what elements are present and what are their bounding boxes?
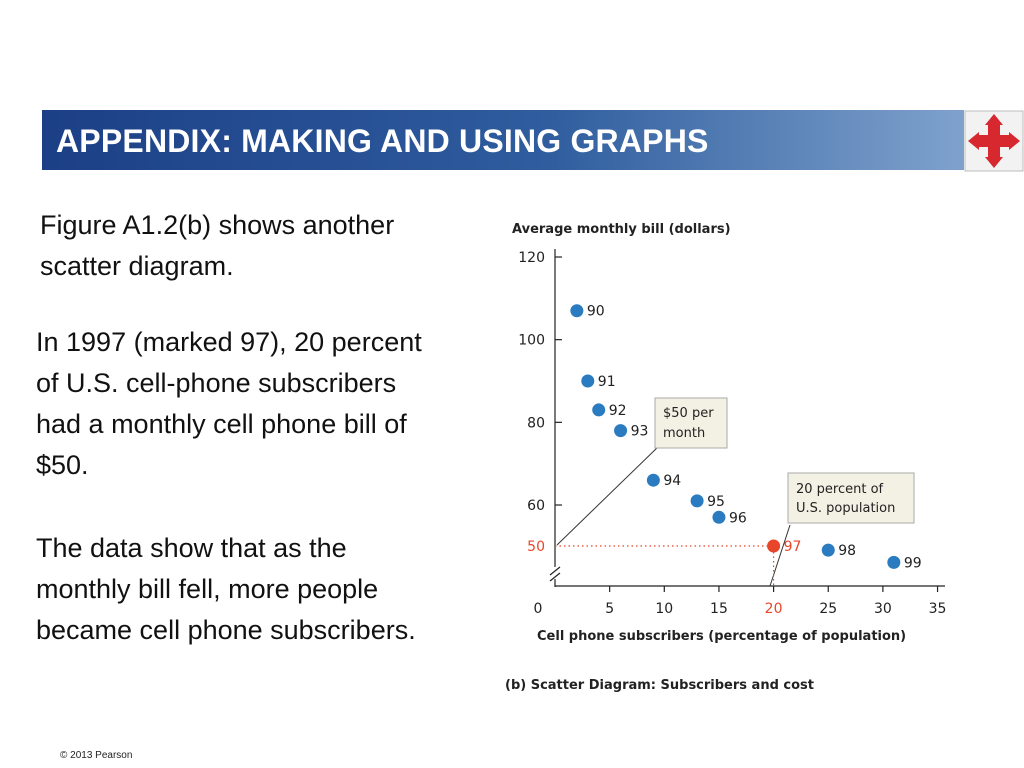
data-point-label-94: 94 (663, 473, 681, 489)
x-tick-label: 10 (655, 601, 673, 617)
annotation-20-percent-line2: U.S. population (796, 501, 895, 516)
x-tick-label: 0 (534, 601, 543, 617)
y-tick-label: 120 (518, 250, 545, 266)
y-tick-label: 100 (518, 333, 545, 349)
data-point-label-99: 99 (904, 555, 922, 571)
annotation-box-50-per-month (654, 397, 728, 449)
data-point-92 (592, 403, 606, 417)
data-point-96 (712, 510, 726, 524)
y-tick-label: 50 (527, 539, 545, 555)
data-point-97 (767, 539, 781, 553)
x-tick-label: 20 (765, 601, 783, 617)
slide-title: APPENDIX: MAKING AND USING GRAPHS (56, 123, 709, 159)
annotation-leader-50-per-month (556, 444, 661, 546)
x-tick-label: 15 (710, 601, 728, 617)
data-point-label-91: 91 (598, 374, 616, 390)
data-point-90 (570, 304, 584, 318)
example-paragraph: In 1997 (marked 97), 20 percent of U.S. … (36, 327, 422, 480)
data-point-98 (821, 543, 835, 557)
data-point-label-92: 92 (609, 403, 627, 419)
data-point-99 (887, 555, 901, 569)
data-point-94 (646, 473, 660, 487)
data-point-label-97: 97 (784, 539, 802, 555)
data-point-label-90: 90 (587, 304, 605, 320)
data-point-91 (581, 374, 595, 388)
x-tick-label: 5 (605, 601, 614, 617)
title-banner: APPENDIX: MAKING AND USING GRAPHS (42, 110, 964, 170)
data-point-label-98: 98 (838, 543, 856, 559)
data-point-label-95: 95 (707, 494, 725, 510)
conclusion-paragraph: The data show that as the monthly bill f… (36, 533, 416, 645)
annotation-box-20-percent (787, 472, 915, 524)
annotation-20-percent-line1: 20 percent of (796, 482, 884, 497)
data-point-label-96: 96 (729, 510, 747, 526)
annotation-50-per-month-line2: month (663, 426, 705, 441)
x-tick-label: 25 (819, 601, 837, 617)
scatter-diagram: Average monthly bill (dollars) $50 per m… (505, 222, 947, 693)
y-axis-break (549, 566, 561, 582)
x-tick-group: 0 5 10 15 20 25 30 35 (534, 586, 947, 617)
y-tick-label: 80 (527, 415, 545, 431)
figure-caption: (b) Scatter Diagram: Subscribers and cos… (505, 678, 814, 693)
x-tick-label: 35 (929, 601, 947, 617)
annotation-leader-20-percent (769, 524, 791, 587)
annotation-50-per-month-line1: $50 per (663, 406, 714, 421)
y-axis-label: Average monthly bill (dollars) (512, 222, 731, 237)
data-point-95 (690, 494, 704, 508)
x-tick-label: 30 (874, 601, 892, 617)
copyright-notice: © 2013 Pearson (60, 750, 133, 761)
y-tick-group: 50 60 80 100 120 (518, 250, 562, 555)
intro-paragraph: Figure A1.2(b) shows another scatter dia… (40, 210, 395, 281)
four-arrows-navigation-icon[interactable] (964, 110, 1024, 172)
y-tick-label: 60 (527, 498, 545, 514)
data-point-label-93: 93 (631, 424, 649, 440)
x-axis-label: Cell phone subscribers (percentage of po… (537, 629, 906, 644)
data-point-93 (614, 424, 628, 438)
